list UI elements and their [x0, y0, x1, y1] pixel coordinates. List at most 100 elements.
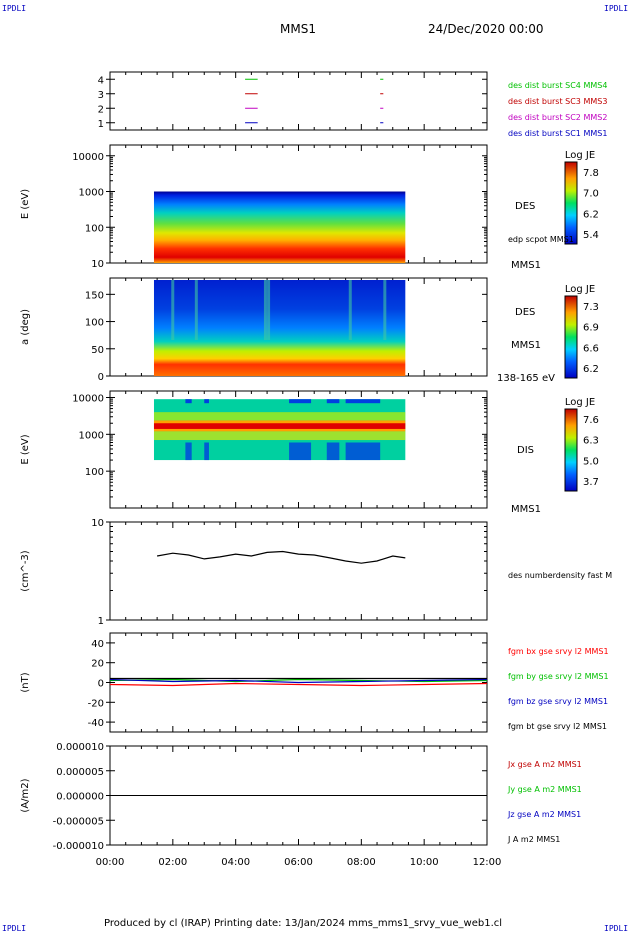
- current-legend-entry: Jz gse A m2 MMS1: [507, 810, 581, 819]
- des-pitch-y-tick-label: 100: [85, 318, 104, 329]
- y-axis-label: E (eV): [20, 189, 31, 219]
- current-y-tick-label: 0.000005: [56, 767, 104, 778]
- current-legend-entry: J A m2 MMS1: [507, 835, 560, 844]
- des-energy-spectrogram: [153, 191, 406, 263]
- bfield-y-tick-label: -40: [88, 718, 104, 729]
- y-axis-label: (nT): [20, 672, 31, 692]
- burst-y-tick-label: 2: [98, 104, 104, 115]
- des-energy-y-tick-label: 10: [91, 259, 104, 270]
- des-pitch-streak: [267, 280, 271, 340]
- y-axis-label: (A/m2): [20, 778, 31, 812]
- dis-spectrogram-streak: [289, 442, 312, 461]
- dis-energy-y-tick-label: 10000: [72, 393, 104, 404]
- dis-spectrogram-streak: [289, 399, 312, 404]
- burst-legend-entry: des dist burst SC2 MMS2: [508, 113, 607, 122]
- burst-legend-entry: des dist burst SC4 MMS4: [508, 81, 607, 90]
- y-axis-label: (cm^-3): [20, 550, 31, 591]
- burst-legend-entry: des dist burst SC3 MMS3: [508, 97, 607, 106]
- corner-mark-top-left: IPDLI: [2, 4, 27, 13]
- current-y-tick-label: -0.000010: [53, 841, 104, 852]
- current-legend-entry: Jx gse A m2 MMS1: [507, 760, 582, 769]
- y-axis-label: E (eV): [20, 434, 31, 464]
- des-pitch-y-tick-label: 0: [98, 372, 104, 383]
- bfield-legend-entry: fgm bt gse srvy l2 MMS1: [508, 722, 607, 731]
- bfield-y-tick-label: 40: [91, 639, 104, 650]
- des-pitch-y-tick-label: 150: [85, 290, 104, 301]
- dis-spectrogram-streak: [185, 442, 192, 461]
- density-frame: [109, 521, 488, 621]
- des-pitch-instrument-label: DES: [515, 307, 535, 318]
- des-pitch-streak: [194, 280, 198, 340]
- des-energy-y-tick-label: 1000: [79, 188, 104, 199]
- bfield-series-line: [109, 678, 488, 683]
- bfield-legend-entry: fgm bz gse srvy l2 MMS1: [508, 697, 608, 706]
- bfield-y-tick-label: -20: [88, 698, 104, 709]
- colorbar-title: Log JE: [565, 284, 595, 295]
- current-legend-entry: Jy gse A m2 MMS1: [507, 785, 582, 794]
- dis-spectrogram-lower: [153, 431, 406, 441]
- density-y-tick-label: 10: [91, 518, 104, 529]
- corner-mark-top-right: IPDLI: [604, 4, 629, 13]
- dis-spectrogram-streak: [345, 399, 381, 404]
- des-energy-spacecraft-label: MMS1: [511, 260, 541, 271]
- colorbar-tick-label: 6.6: [583, 343, 599, 354]
- colorbar-tick-label: 6.3: [583, 436, 599, 447]
- x-tick-label: 04:00: [221, 857, 250, 868]
- dis-spectrogram-streak: [326, 442, 340, 461]
- des-energy-overlay-label: edp scpot MMS1: [508, 235, 574, 244]
- corner-mark-bottom-right: IPDLI: [604, 924, 629, 933]
- dis-energy-y-tick-label: 100: [85, 467, 104, 478]
- x-tick-label: 06:00: [284, 857, 313, 868]
- y-axis-label: a (deg): [20, 309, 31, 345]
- bfield-series-line: [109, 678, 488, 684]
- x-tick-label: 08:00: [347, 857, 376, 868]
- des-pitch-streak: [383, 280, 387, 340]
- colorbar-tick-label: 6.2: [583, 209, 599, 220]
- colorbar-tick-label: 5.4: [583, 230, 599, 241]
- burst-y-tick-label: 3: [98, 90, 104, 101]
- colorbar: [564, 295, 578, 379]
- dis-spectrogram-streak: [345, 442, 381, 461]
- dis-instrument-label: DIS: [517, 445, 534, 456]
- bfield-legend-entry: fgm bx gse srvy l2 MMS1: [508, 647, 609, 656]
- des-energy-y-tick-label: 10000: [72, 152, 104, 163]
- des-pitch-energy-label: 138-165 eV: [497, 373, 555, 384]
- dis-spectrogram-peak: [153, 423, 406, 429]
- bfield-y-tick-label: 20: [91, 659, 104, 670]
- colorbar-tick-label: 5.0: [583, 456, 599, 467]
- burst-panel-frame: [109, 71, 488, 131]
- burst-legend-entry: des dist burst SC1 MMS1: [508, 129, 607, 138]
- colorbar-tick-label: 6.9: [583, 323, 599, 334]
- density-legend-entry: des numberdensity fast M: [508, 571, 612, 580]
- footer-credits: Produced by cl (IRAP) Printing date: 13/…: [104, 918, 503, 929]
- current-y-tick-label: 0.000010: [56, 742, 104, 753]
- x-tick-label: 00:00: [96, 857, 125, 868]
- colorbar: [564, 408, 578, 492]
- dis-spectrogram-streak: [185, 399, 192, 404]
- burst-y-tick-label: 1: [98, 119, 104, 130]
- current-y-tick-label: -0.000005: [53, 816, 104, 827]
- des-energy-y-tick-label: 100: [85, 223, 104, 234]
- des-pitch-spectrogram: [153, 280, 406, 376]
- des-pitch-streak: [171, 280, 175, 340]
- dis-spectrogram-streak: [326, 399, 340, 404]
- colorbar-tick-label: 7.0: [583, 189, 599, 200]
- dis-energy-y-tick-label: 1000: [79, 430, 104, 441]
- bfield-legend-entry: fgm by gse srvy l2 MMS1: [508, 672, 609, 681]
- x-tick-label: 02:00: [158, 857, 187, 868]
- x-tick-label: 10:00: [410, 857, 439, 868]
- des-pitch-spacecraft-label: MMS1: [511, 340, 541, 351]
- colorbar-tick-label: 7.6: [583, 415, 599, 426]
- des-pitch-streak: [348, 280, 352, 340]
- colorbar-title: Log JE: [565, 150, 595, 161]
- colorbar-tick-label: 7.3: [583, 302, 599, 313]
- colorbar-tick-label: 3.7: [583, 477, 599, 488]
- colorbar-tick-label: 6.2: [583, 364, 599, 375]
- colorbar-tick-label: 7.8: [583, 168, 599, 179]
- spacecraft-title: MMS1: [280, 22, 316, 36]
- dis-spectrogram-streak: [204, 442, 209, 461]
- colorbar: [564, 161, 578, 245]
- density-series-line: [156, 550, 406, 564]
- x-tick-label: 12:00: [473, 857, 502, 868]
